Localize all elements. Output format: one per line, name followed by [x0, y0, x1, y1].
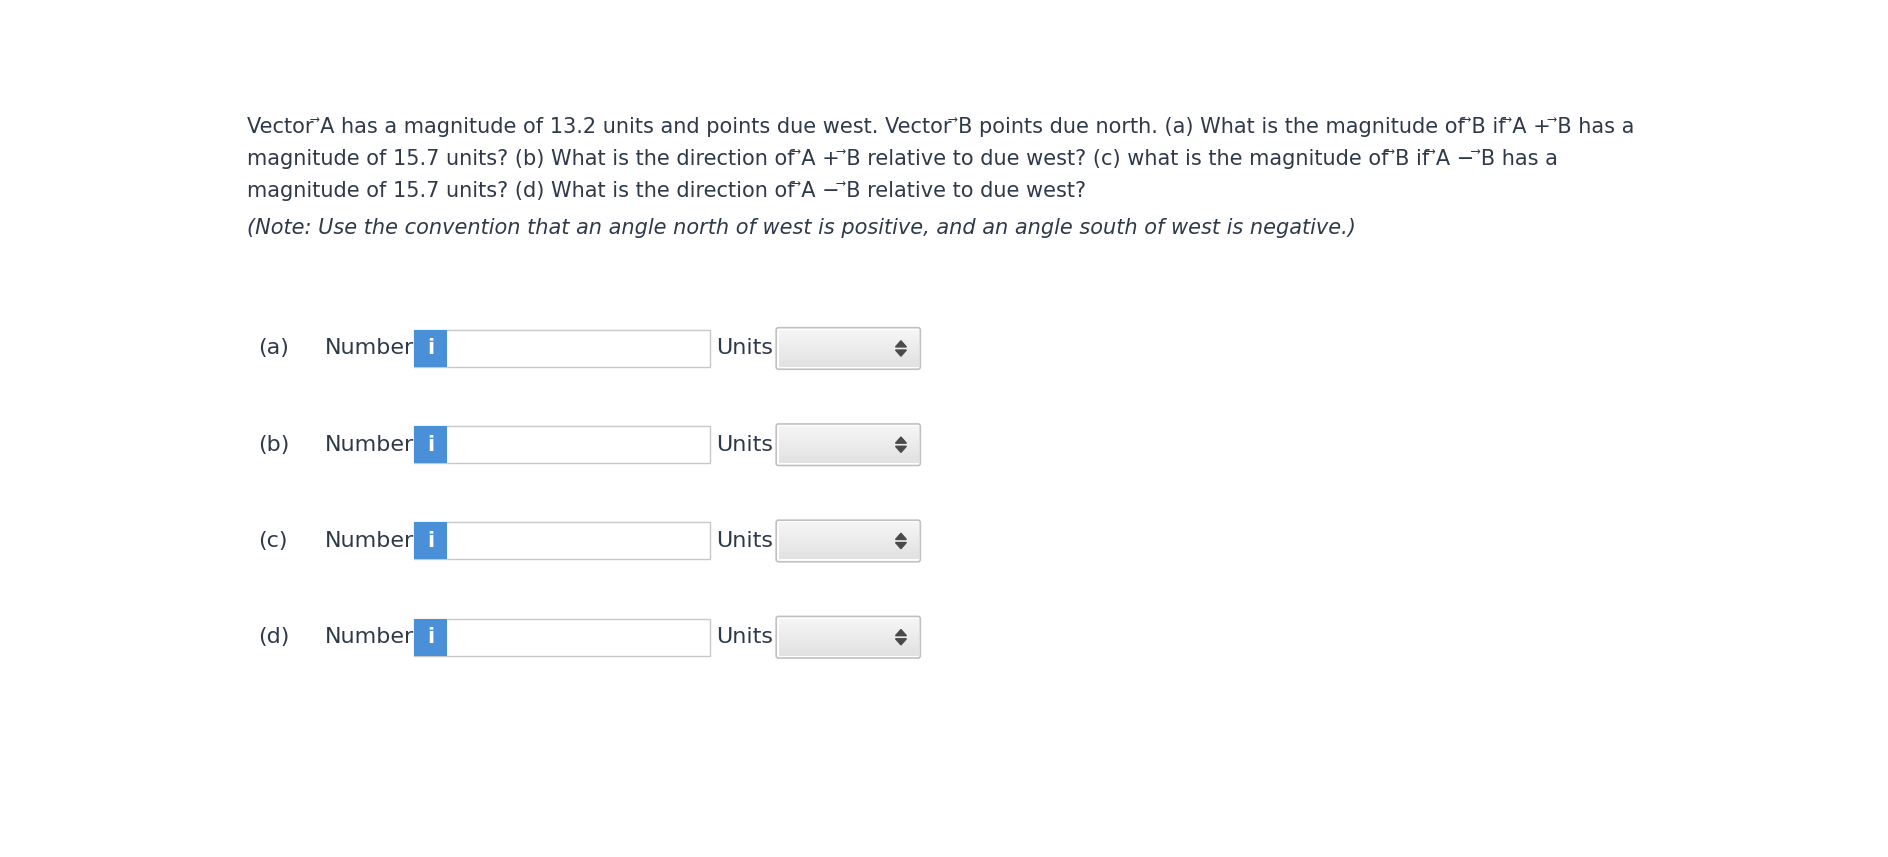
Text: (c): (c) [257, 531, 287, 551]
Text: (a): (a) [257, 339, 289, 358]
Polygon shape [895, 630, 906, 636]
FancyBboxPatch shape [413, 619, 447, 656]
Text: Units: Units [717, 627, 774, 647]
Text: i: i [427, 339, 434, 358]
Text: magnitude of 15.7 units? (d) What is the direction of ⃗A − ⃗B relative to due we: magnitude of 15.7 units? (d) What is the… [247, 182, 1086, 201]
Text: (b): (b) [257, 434, 289, 455]
Text: Number: Number [325, 339, 413, 358]
FancyBboxPatch shape [413, 523, 710, 560]
Text: i: i [427, 434, 434, 455]
Text: Units: Units [717, 434, 774, 455]
FancyBboxPatch shape [413, 330, 710, 367]
FancyBboxPatch shape [413, 330, 447, 367]
Polygon shape [895, 350, 906, 357]
FancyBboxPatch shape [413, 619, 710, 656]
Polygon shape [895, 437, 906, 443]
Polygon shape [895, 638, 906, 645]
Text: Number: Number [325, 531, 413, 551]
Text: Units: Units [717, 339, 774, 358]
Text: Number: Number [325, 434, 413, 455]
Polygon shape [895, 542, 906, 548]
Polygon shape [895, 533, 906, 539]
Text: i: i [427, 627, 434, 647]
FancyBboxPatch shape [413, 426, 447, 463]
FancyBboxPatch shape [413, 426, 710, 463]
Polygon shape [895, 341, 906, 347]
Text: Units: Units [717, 531, 774, 551]
Polygon shape [895, 446, 906, 452]
Text: Vector ⃗A has a magnitude of 13.2 units and points due west. Vector ⃗B points du: Vector ⃗A has a magnitude of 13.2 units … [247, 117, 1635, 137]
Text: (Note: Use the convention that an angle north of west is positive, and an angle : (Note: Use the convention that an angle … [247, 218, 1356, 237]
Text: Number: Number [325, 627, 413, 647]
FancyBboxPatch shape [413, 523, 447, 560]
Text: (d): (d) [257, 627, 289, 647]
Text: magnitude of 15.7 units? (b) What is the direction of ⃗A + ⃗B relative to due we: magnitude of 15.7 units? (b) What is the… [247, 149, 1558, 169]
Text: i: i [427, 531, 434, 551]
